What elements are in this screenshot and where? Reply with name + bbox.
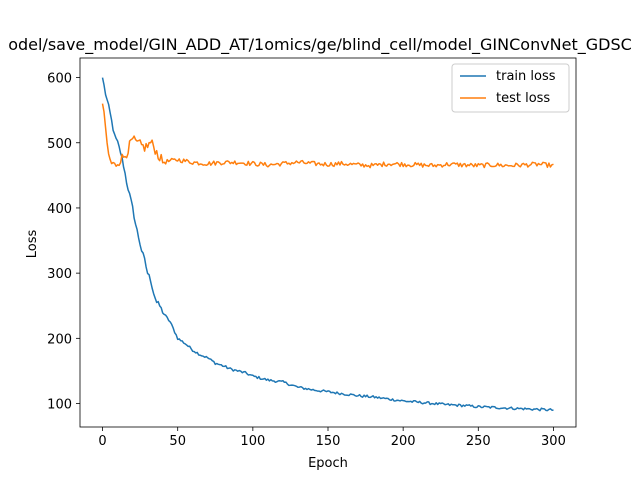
axes: 0 50 100 150 200 250 300 100 200 300 400 500 600 [47, 57, 577, 449]
x-tick-label: 100 [240, 434, 265, 449]
x-tick-label: 50 [169, 434, 186, 449]
y-axis-label: Loss [25, 230, 40, 259]
series-line-test-loss [101, 103, 554, 169]
chart-title: odel/save_model/GIN_ADD_AT/1omics/ge/bli… [8, 35, 632, 55]
x-tick-label: 150 [316, 434, 341, 449]
x-tick-label: 300 [541, 434, 566, 449]
x-tick-label: 250 [466, 434, 491, 449]
legend-entry: train loss [496, 69, 556, 84]
x-axis-label: Epoch [308, 456, 348, 471]
legend: train loss test loss [451, 63, 570, 113]
y-tick-label: 400 [47, 202, 72, 217]
legend-entry: test loss [496, 91, 550, 106]
y-tick-label: 600 [47, 72, 72, 87]
y-tick-label: 300 [47, 267, 72, 282]
x-tick-label: 0 [98, 434, 106, 449]
y-tick-label: 500 [47, 137, 72, 152]
plot-area [101, 77, 554, 412]
y-tick-label: 100 [47, 398, 72, 413]
series-line-train-loss [101, 77, 554, 412]
x-tick-label: 200 [391, 434, 416, 449]
y-tick-label: 200 [47, 332, 72, 347]
